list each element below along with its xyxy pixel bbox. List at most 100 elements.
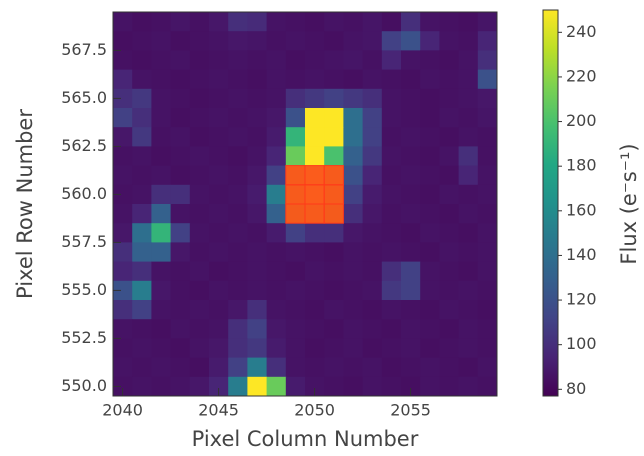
heatmap-cell [151,146,171,166]
heatmap-cell [228,127,248,147]
heatmap-cell [190,89,210,109]
heatmap-cell [324,262,344,282]
heatmap-cell [459,89,479,109]
heatmap-cell [171,70,191,90]
heatmap-cell [132,70,152,90]
aperture-cell [324,166,343,185]
heatmap-cell [382,262,402,282]
heatmap-cell [401,127,421,147]
heatmap-cell [363,31,383,51]
heatmap-cell [171,89,191,109]
heatmap-cell [286,31,306,51]
heatmap-cell [324,338,344,358]
heatmap-cell [478,166,498,186]
heatmap-cell [286,242,306,262]
heatmap-cell [171,204,191,224]
heatmap-cell [209,31,229,51]
heatmap-cell [439,338,459,358]
heatmap-cell [401,166,421,186]
aperture-cell [286,166,305,185]
heatmap-cell [363,242,383,262]
heatmap-cell [228,108,248,128]
heatmap-cell [171,50,191,70]
heatmap-cell [420,204,440,224]
heatmap-cell [459,166,479,186]
heatmap-cell [151,319,171,339]
heatmap-cell [382,300,402,320]
heatmap-cell [401,204,421,224]
heatmap-cell [401,242,421,262]
heatmap-cell [478,70,498,90]
y-tick-label: 555.0 [61,280,107,299]
heatmap-cell [459,185,479,205]
heatmap-cell [132,262,152,282]
heatmap-cell [247,338,267,358]
heatmap-cell [459,281,479,301]
heatmap-cell [190,127,210,147]
heatmap-cell [286,358,306,378]
heatmap-cell [305,338,325,358]
heatmap-cell [190,300,210,320]
heatmap-cell [343,377,363,397]
aperture-cell [324,185,343,204]
heatmap-cell [459,12,479,32]
heatmap-cell [305,242,325,262]
heatmap-cell [171,166,191,186]
heatmap-cell [267,338,287,358]
heatmap-cell [286,300,306,320]
heatmap-cell [459,146,479,166]
heatmap-cell [478,377,498,397]
heatmap-cell [171,242,191,262]
heatmap-cell [267,12,287,32]
heatmap-cell [190,108,210,128]
heatmap-cell [305,89,325,109]
heatmap-cell [343,50,363,70]
heatmap-cell [459,31,479,51]
heatmap-cell [209,262,229,282]
heatmap-cell [171,108,191,128]
heatmap-cell [267,377,287,397]
heatmap-cell [363,70,383,90]
heatmap-cell [113,262,133,282]
heatmap-cell [132,50,152,70]
heatmap-cell [209,89,229,109]
heatmap-cell [343,262,363,282]
heatmap-cell [267,262,287,282]
heatmap-cell [171,127,191,147]
heatmap-cell [459,300,479,320]
heatmap-cell [478,185,498,205]
heatmap-cell [324,70,344,90]
heatmap-cell [286,50,306,70]
heatmap-cell [382,358,402,378]
heatmap-cell [401,50,421,70]
colorbar-tick-label: 160 [566,200,597,219]
heatmap-cell [228,204,248,224]
heatmap-cell [305,31,325,51]
heatmap-cell [343,338,363,358]
heatmap-cell [459,70,479,90]
heatmap-cell [401,31,421,51]
heatmap-cell [420,146,440,166]
heatmap-cell [363,127,383,147]
heatmap-cell [305,319,325,339]
y-tick-label: 565.0 [61,88,107,107]
y-tick-label: 567.5 [61,40,107,59]
heatmap-cell [267,146,287,166]
heatmap-cell [324,12,344,32]
heatmap-cell [228,281,248,301]
heatmap-cell [401,146,421,166]
heatmap-cell [420,166,440,186]
heatmap-cell [267,166,287,186]
heatmap-cell [382,281,402,301]
heatmap-cell [439,166,459,186]
heatmap-cell [247,89,267,109]
heatmap-cell [267,223,287,243]
heatmap-cell [420,223,440,243]
heatmap-cell [247,146,267,166]
heatmap-cell [324,377,344,397]
heatmap-cell [209,300,229,320]
heatmap-cell [171,146,191,166]
heatmap-cell [363,358,383,378]
heatmap-cell [305,300,325,320]
heatmap-cell [209,281,229,301]
